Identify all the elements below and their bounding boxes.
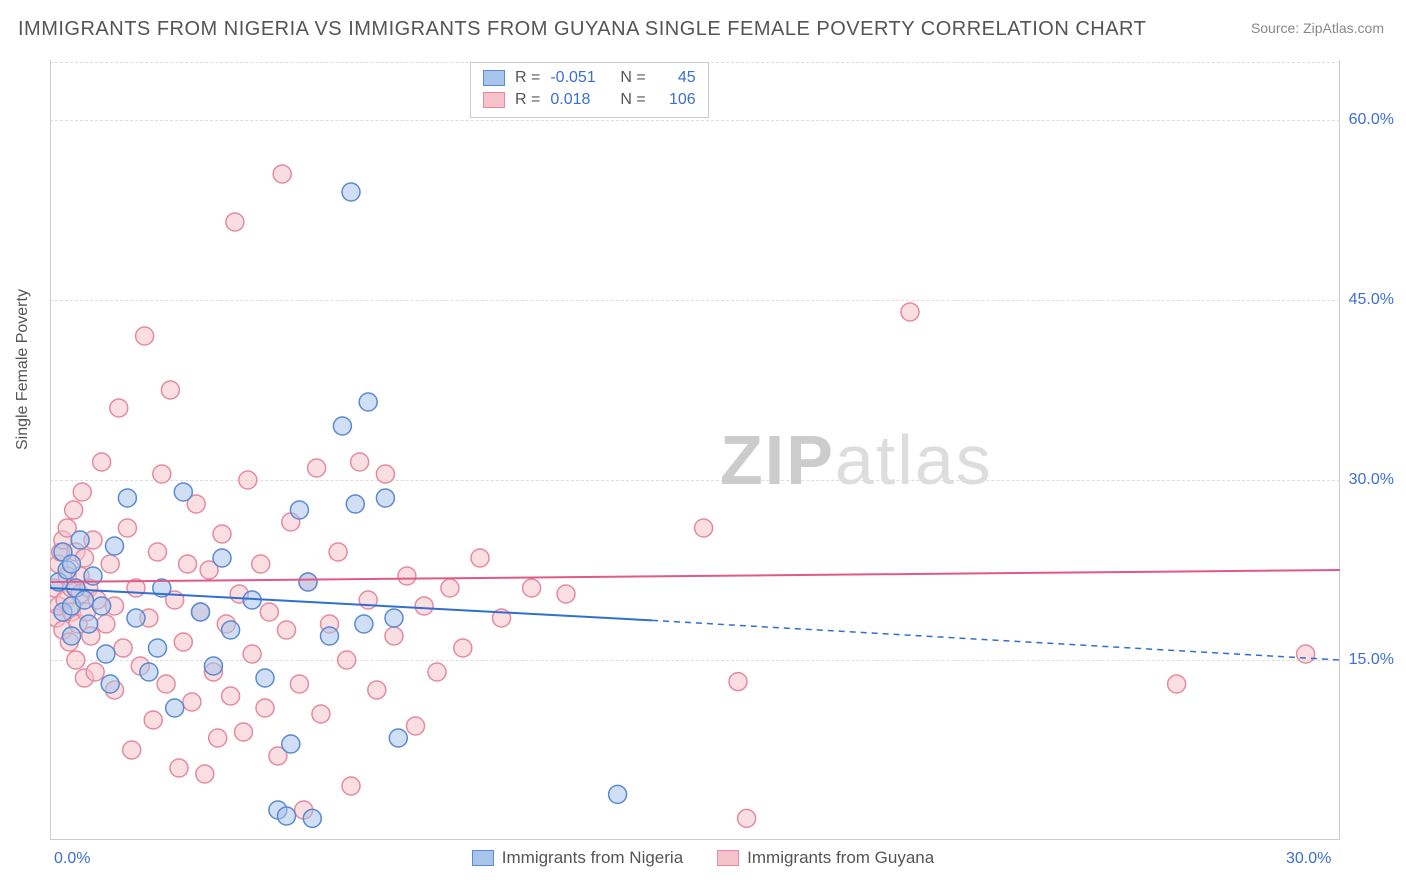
- legend-item-guyana: Immigrants from Guyana: [717, 848, 934, 868]
- legend-item-nigeria: Immigrants from Nigeria: [472, 848, 683, 868]
- stats-row-nigeria: R = -0.051 N = 45: [483, 67, 696, 89]
- guyana-r-value: 0.018: [550, 89, 610, 111]
- nigeria-legend-label: Immigrants from Nigeria: [502, 848, 683, 868]
- x-tick-label: 0.0%: [54, 850, 90, 868]
- x-tick-label: 30.0%: [1286, 850, 1331, 868]
- y-tick-label: 30.0%: [1349, 471, 1394, 489]
- nigeria-r-value: -0.051: [550, 67, 610, 89]
- correlation-stats-box: R = -0.051 N = 45 R = 0.018 N = 106: [470, 62, 709, 118]
- guyana-n-value: 106: [656, 89, 696, 111]
- r-label: R =: [515, 67, 540, 89]
- nigeria-n-value: 45: [656, 67, 696, 89]
- n-label: N =: [620, 89, 645, 111]
- series-legend: Immigrants from Nigeria Immigrants from G…: [0, 848, 1406, 868]
- stats-row-guyana: R = 0.018 N = 106: [483, 89, 696, 111]
- y-tick-label: 60.0%: [1349, 111, 1394, 129]
- guyana-legend-swatch: [717, 850, 739, 866]
- plot-area: [50, 60, 1340, 840]
- y-tick-label: 45.0%: [1349, 291, 1394, 309]
- nigeria-legend-swatch: [472, 850, 494, 866]
- guyana-swatch: [483, 92, 505, 108]
- y-tick-label: 15.0%: [1349, 651, 1394, 669]
- y-axis-label: Single Female Poverty: [14, 289, 32, 450]
- nigeria-swatch: [483, 70, 505, 86]
- r-label: R =: [515, 89, 540, 111]
- source-label: Source: ZipAtlas.com: [1251, 20, 1384, 36]
- n-label: N =: [620, 67, 645, 89]
- guyana-legend-label: Immigrants from Guyana: [747, 848, 934, 868]
- chart-title: IMMIGRANTS FROM NIGERIA VS IMMIGRANTS FR…: [18, 18, 1146, 41]
- right-axis-line: [1339, 60, 1340, 840]
